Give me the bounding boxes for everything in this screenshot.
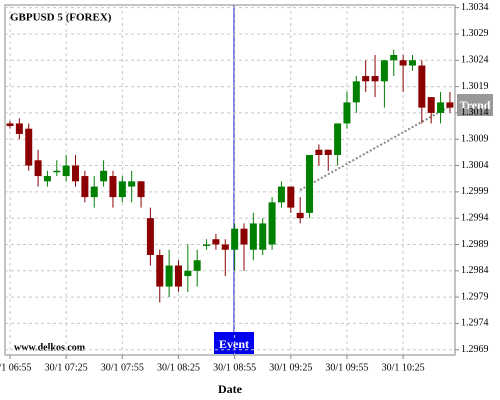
y-tick-label: 1.2989 [461,239,489,250]
candle-body [109,176,117,198]
x-tick-label: 30/1 07:55 [101,362,144,373]
y-tick-label: 1.3014 [461,107,489,118]
candle-body [296,212,304,219]
candle-body [343,102,351,124]
candle-body [249,223,257,250]
candle-body [118,181,126,198]
candle-body [212,239,220,245]
candle-body [203,244,211,246]
candle-body [62,165,70,177]
x-tick-label: 30/1 06:55 [0,362,32,373]
candle-body [268,202,276,245]
trend-box [457,94,493,116]
candle-body [43,176,51,182]
candle-body [156,255,164,287]
x-axis-title: Date [218,382,243,396]
candle-body [259,223,267,250]
x-tick-label: 30/1 08:55 [213,362,256,373]
candle-body [100,170,108,182]
x-tick-label: 30/1 10:25 [382,362,425,373]
candle-body [362,76,370,82]
candle-body [427,97,435,113]
y-tick-label: 1.3029 [461,28,489,39]
y-tick-label: 1.3009 [461,134,489,145]
candle-body [165,265,173,287]
candle-body [277,186,285,203]
candle-body [287,186,295,208]
x-tick-label: 30/1 08:25 [157,362,200,373]
candle-body [81,176,89,198]
candle-body [399,60,407,66]
y-tick-label: 1.3024 [461,55,489,66]
candle-body [146,218,154,255]
y-tick-label: 1.2969 [461,344,489,355]
event-box [214,332,254,354]
trend-label: Trend [460,98,491,112]
candle-body [240,228,248,245]
candle-body [34,160,42,177]
candle-body [174,265,182,287]
x-tick-label: 30/1 09:55 [325,362,368,373]
candle-body [334,123,342,155]
event-label: Event [219,337,249,351]
x-tick-label: 30/1 09:25 [269,362,312,373]
candle-body [221,244,229,250]
y-tick-label: 1.2999 [461,186,489,197]
candle-body [408,60,416,66]
plot-frame [4,4,456,356]
y-tick-label: 1.2994 [461,212,489,223]
candle-body [315,149,323,155]
candle-body [6,123,14,127]
candle-body [25,128,33,166]
candle-body [53,170,61,173]
y-tick-label: 1.2979 [461,291,489,302]
candle-body [72,165,80,182]
candle-body [324,149,332,155]
chart-title: GBPUSD 5 (FOREX) [10,12,112,24]
y-tick-label: 1.2974 [461,318,489,329]
x-tick-label: 30/1 07:25 [45,362,88,373]
candle-body [418,65,426,108]
candle-body [184,270,192,277]
y-tick-label: 1.3034 [461,2,489,13]
candle-body [137,181,145,198]
candle-body [446,102,454,108]
candle-body [390,55,398,61]
candle-body [128,181,136,187]
candle-body [90,186,98,198]
candle-body [380,60,388,82]
candle-body [15,123,23,134]
candle-body [231,228,239,250]
y-tick-label: 1.2984 [461,265,489,276]
candle-body [193,260,201,271]
candle-body [371,76,379,82]
candle-body [306,155,314,213]
y-tick-label: 1.3019 [461,81,489,92]
candle-body [437,102,445,113]
candle-body [352,81,360,103]
watermark: www.delkos.com [14,342,86,353]
y-tick-label: 1.3004 [461,160,489,171]
trend-line [299,104,453,191]
